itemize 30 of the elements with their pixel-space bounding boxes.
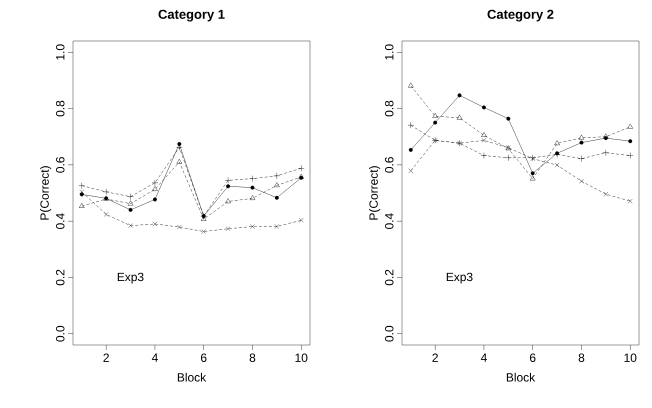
chart-title: Category 1 bbox=[158, 10, 225, 22]
x-tick-label: 10 bbox=[624, 354, 636, 362]
x-axis-title: Block bbox=[506, 372, 536, 382]
annotation: Exp3 bbox=[118, 272, 144, 284]
x-tick-label: 6 bbox=[530, 354, 536, 362]
y-tick-label: 0.4 bbox=[56, 213, 64, 229]
y-tick-label: 0.2 bbox=[385, 270, 394, 286]
y-tick-label: 0.4 bbox=[385, 213, 394, 229]
x-tick-label: 2 bbox=[103, 354, 109, 362]
x-tick-label: 6 bbox=[200, 354, 206, 362]
y-tick-label: 0.8 bbox=[56, 100, 64, 116]
y-tick-label: 0.6 bbox=[56, 157, 64, 173]
x-tick-label: 4 bbox=[480, 354, 487, 362]
y-tick-label: 0.0 bbox=[56, 326, 64, 342]
y-tick-label: 0.6 bbox=[385, 157, 394, 173]
y-tick-label: 0.8 bbox=[385, 100, 394, 116]
x-tick-label: 8 bbox=[578, 354, 584, 362]
chart-title: Category 2 bbox=[488, 10, 554, 22]
y-tick-label: 0.0 bbox=[385, 326, 394, 342]
y-axis-title: P(Correct) bbox=[40, 166, 52, 220]
y-tick-label: 1.0 bbox=[56, 44, 64, 60]
x-tick-label: 2 bbox=[432, 354, 438, 362]
x-tick-label: 10 bbox=[295, 354, 308, 362]
annotation: Exp3 bbox=[446, 272, 473, 284]
x-tick-label: 4 bbox=[152, 354, 158, 362]
y-axis-title: P(Correct) bbox=[369, 166, 380, 220]
y-tick-label: 1.0 bbox=[385, 44, 394, 60]
y-tick-label: 0.2 bbox=[56, 270, 64, 286]
x-tick-label: 8 bbox=[250, 354, 256, 362]
x-axis-title: Block bbox=[178, 372, 206, 382]
